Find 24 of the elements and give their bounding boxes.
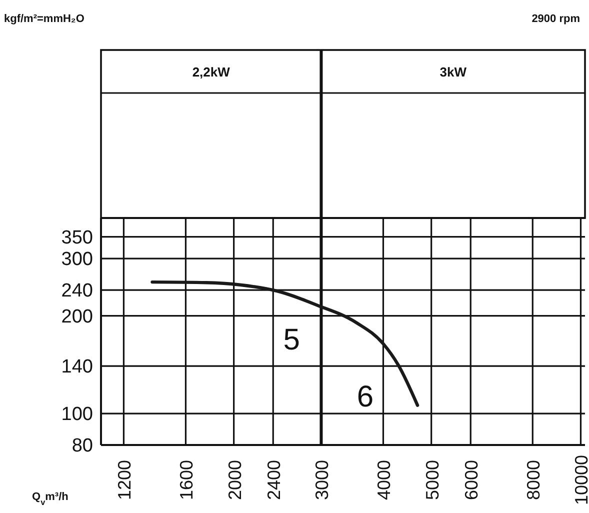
x-tick-label: 4000 <box>374 460 394 500</box>
text: kgf/m²=mmH₂O <box>4 13 85 25</box>
x-tick-label: 1600 <box>176 460 197 500</box>
y-tick-label: 350 <box>61 227 93 248</box>
text: 2,2kW <box>192 64 231 80</box>
y-tick-label: 140 <box>61 356 93 378</box>
y-tick-label: 100 <box>61 404 93 426</box>
x-axis-title: Q$_{v}$m³/h <box>32 491 69 506</box>
x-tick-label: 1200 <box>114 460 135 500</box>
y-tick-label: 240 <box>61 280 93 302</box>
x-tick-label: 6000 <box>462 460 482 500</box>
x-tick-label: 5000 <box>422 460 442 500</box>
chart-subtitle: 2900 rpm <box>532 13 580 25</box>
x-tick-label: 10000 <box>572 454 589 506</box>
x-tick-label: 8000 <box>524 460 544 500</box>
x-tick-label: 2400 <box>264 460 284 500</box>
x-tick-label: 3000 <box>312 460 332 500</box>
y-tick-label: 200 <box>61 306 93 328</box>
x-tick-label: 2000 <box>224 460 245 500</box>
y-tick-label: 80 <box>72 436 93 457</box>
series-label: 5 <box>283 324 300 357</box>
text: 3kW <box>440 64 468 80</box>
series-label: 6 <box>356 380 374 414</box>
y-tick-label: 300 <box>61 249 93 270</box>
